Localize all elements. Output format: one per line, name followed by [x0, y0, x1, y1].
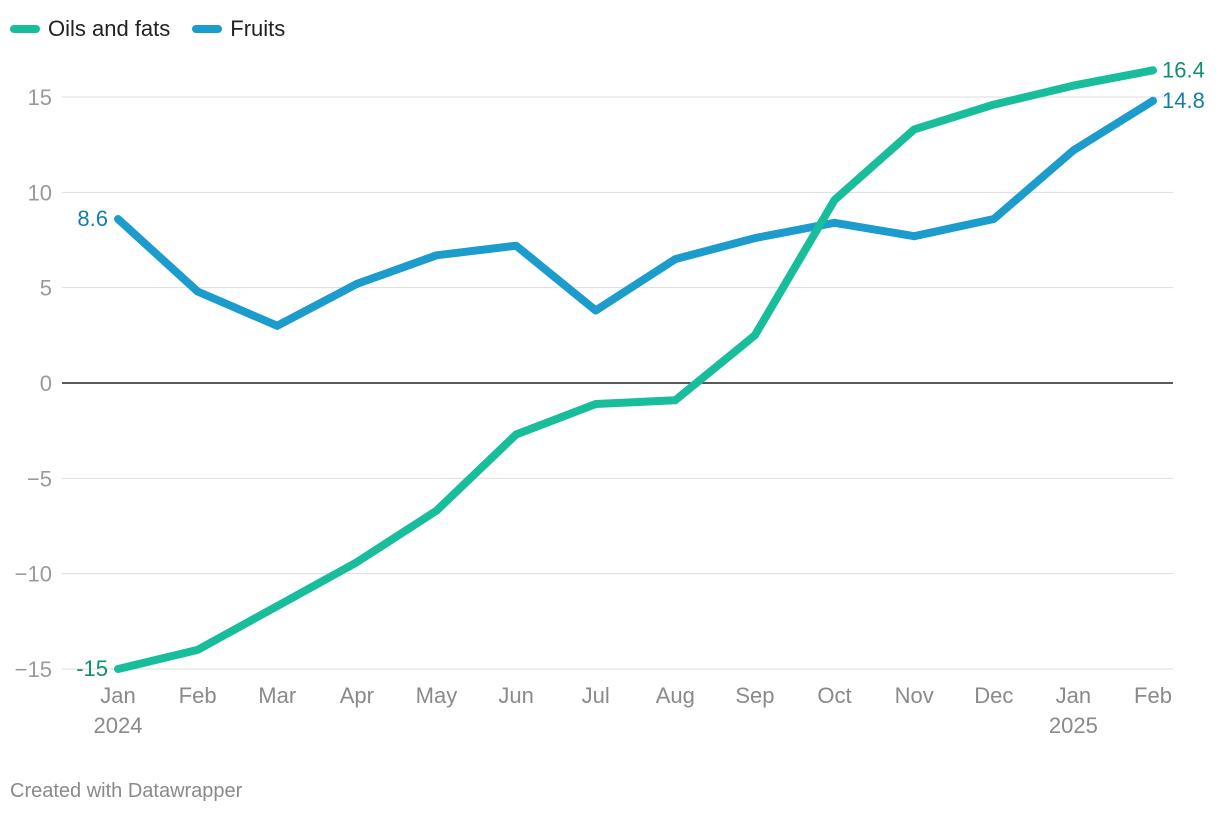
x-axis-ticks: Jan 2024 Feb Mar Apr May Jun Jul Aug Sep Oct Nov Dec… [94, 683, 1172, 738]
legend-item-fruits: Fruits [192, 16, 285, 42]
x-tick-label: May [416, 683, 458, 708]
footer-credit: Created with Datawrapper [10, 780, 243, 802]
x-tick-label: Feb [1134, 683, 1172, 708]
x-tick-label: Jul [582, 683, 610, 708]
series-line-oils-and-fats [114, 66, 1157, 673]
x-tick-label: Jan [100, 683, 135, 708]
x-tick-label: Mar [258, 683, 296, 708]
value-label-first-fruits: 8.6 [77, 206, 108, 231]
y-tick-label: −10 [15, 562, 52, 587]
legend-swatch-fruits [192, 25, 223, 33]
x-tick-label: Sep [735, 683, 774, 708]
legend-label-oils-and-fats: Oils and fats [48, 16, 171, 41]
y-tick-label: 5 [40, 276, 52, 301]
x-tick-label: Nov [895, 683, 934, 708]
value-labels: -15 16.4 8.6 14.8 [76, 57, 1205, 681]
series-layer [114, 66, 1157, 673]
line-chart: 15 10 5 0 −5 −10 −15 Jan 2024 Feb Mar Apr May Jun Jul… [15, 57, 1205, 738]
y-tick-label: 0 [40, 371, 52, 396]
x-tick-label: Jun [498, 683, 533, 708]
x-tick-label: Apr [340, 683, 374, 708]
grid-layer [62, 96, 1173, 670]
legend: Oils and fats Fruits [10, 16, 285, 42]
x-tick-label: Feb [179, 683, 217, 708]
legend-label-fruits: Fruits [230, 16, 286, 41]
x-tick-label: Dec [974, 683, 1013, 708]
x-tick-year-label: 2025 [1049, 713, 1098, 738]
value-label-first-oils-and-fats: -15 [76, 656, 108, 681]
y-axis-ticks: 15 10 5 0 −5 −10 −15 [15, 85, 52, 682]
x-tick-label: Oct [817, 683, 851, 708]
x-tick-year-label: 2024 [94, 713, 143, 738]
series-line-fruits [114, 96, 1157, 330]
y-tick-label: 15 [28, 85, 52, 110]
legend-item-oils-and-fats: Oils and fats [10, 16, 170, 42]
value-label-last-fruits: 14.8 [1162, 88, 1205, 113]
y-tick-label: 10 [28, 180, 52, 205]
value-label-last-oils-and-fats: 16.4 [1162, 57, 1205, 82]
x-tick-label: Aug [656, 683, 695, 708]
x-tick-label: Jan [1056, 683, 1091, 708]
y-tick-label: −15 [15, 657, 52, 682]
legend-swatch-oils-and-fats [10, 25, 40, 33]
y-tick-label: −5 [27, 466, 52, 491]
